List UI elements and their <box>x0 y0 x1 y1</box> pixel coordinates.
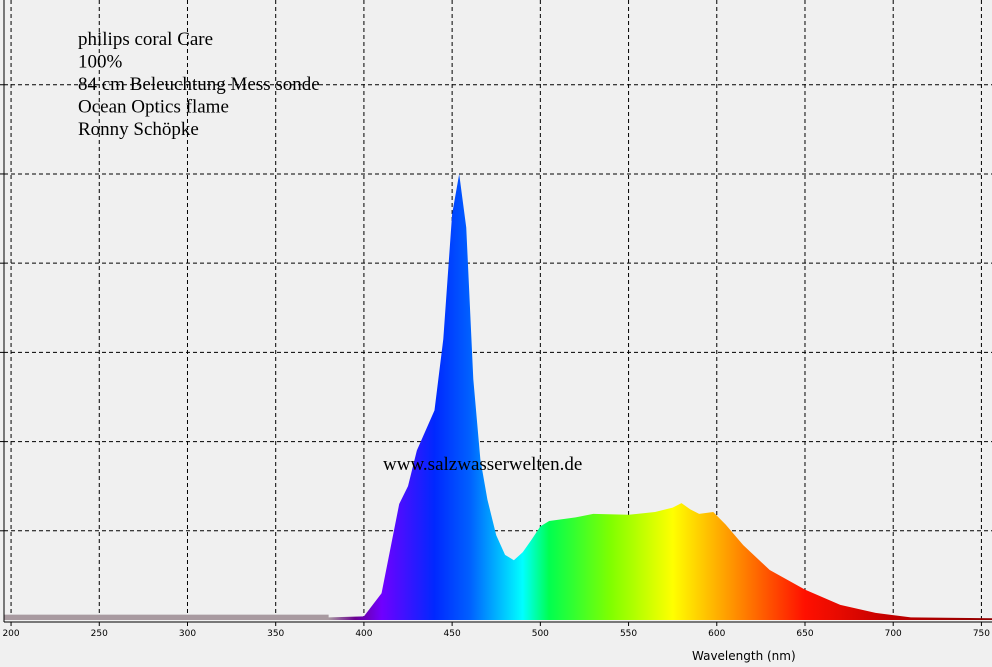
x-tick-label: 350 <box>267 629 284 639</box>
x-tick-label: 400 <box>355 629 372 639</box>
annotation: 84 cm Beleuchtung Mess sonde <box>78 74 320 95</box>
x-tick-label: 700 <box>885 629 902 639</box>
annotation: Ronny Schöpke <box>78 119 199 140</box>
annotation: philips coral Care <box>78 29 213 50</box>
x-tick-label: 200 <box>2 629 19 639</box>
x-tick-label: 250 <box>91 629 108 639</box>
watermark: www.salzwasserwelten.de <box>383 454 582 475</box>
annotation: 100% <box>78 52 123 73</box>
x-tick-label: 550 <box>620 629 637 639</box>
x-tick-label: 750 <box>973 629 990 639</box>
x-tick-label: 500 <box>532 629 549 639</box>
x-tick-label: 600 <box>708 629 725 639</box>
x-axis-label: Wavelength (nm) <box>692 649 796 663</box>
x-tick-label: 450 <box>444 629 461 639</box>
x-tick-label: 300 <box>179 629 196 639</box>
annotation: Ocean Optics flame <box>78 97 229 118</box>
x-tick-label: 650 <box>796 629 813 639</box>
